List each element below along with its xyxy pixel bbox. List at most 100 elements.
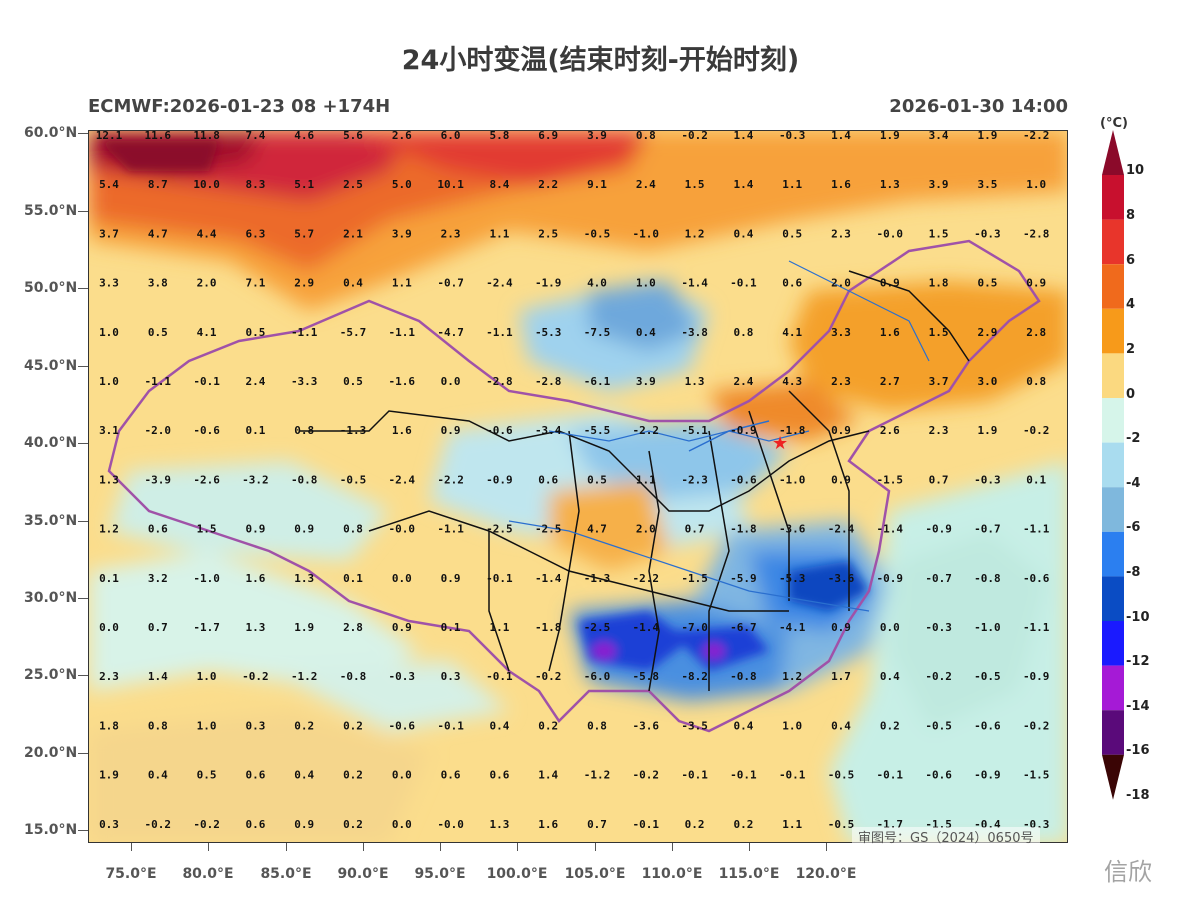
grid-value: 1.1	[489, 227, 509, 240]
grid-value: -3.6	[779, 523, 806, 536]
grid-value: 0.8	[1026, 375, 1046, 388]
model-run-label: ECMWF:2026-01-23 08 +174H	[88, 96, 391, 117]
grid-value: 0.9	[441, 424, 461, 437]
grid-value: -0.3	[974, 227, 1001, 240]
grid-value: 1.6	[831, 178, 851, 191]
grid-value: -0.5	[340, 473, 367, 486]
grid-value: 3.9	[392, 227, 412, 240]
grid-value: -0.7	[974, 523, 1001, 536]
grid-value: -5.3	[535, 326, 562, 339]
grid-value: -0.9	[877, 572, 904, 585]
lat-label: 30.0°N	[24, 590, 78, 606]
grid-value: 0.6	[538, 473, 558, 486]
grid-value: 3.5	[977, 178, 997, 191]
grid-value: -0.1	[486, 670, 513, 683]
grid-value: -1.5	[681, 572, 708, 585]
grid-value: -1.9	[535, 277, 562, 290]
grid-value: 2.6	[880, 424, 900, 437]
grid-value: 1.2	[685, 227, 705, 240]
colorbar-label: -2	[1126, 431, 1141, 446]
grid-value: -0.1	[730, 769, 757, 782]
grid-value: 0.0	[392, 572, 412, 585]
grid-value: 0.6	[245, 769, 265, 782]
grid-value: 11.8	[193, 131, 220, 142]
grid-value: -1.5	[877, 473, 904, 486]
grid-value: -0.3	[779, 131, 806, 142]
grid-value: 2.5	[343, 178, 363, 191]
grid-value: -1.1	[437, 523, 464, 536]
colorbar-label: -10	[1126, 610, 1150, 625]
lon-label: 110.0°E	[641, 866, 703, 882]
grid-value: -3.3	[291, 375, 318, 388]
colorbar-segment	[1102, 531, 1124, 577]
grid-value: 0.7	[148, 621, 168, 634]
colorbar-unit: (°C)	[1100, 116, 1128, 131]
grid-value: 3.9	[587, 131, 607, 142]
grid-value: -0.0	[437, 818, 464, 831]
grid-value: 0.9	[831, 621, 851, 634]
capital-star-icon: ★	[772, 433, 788, 454]
grid-value: 1.2	[99, 523, 119, 536]
grid-value: 1.0	[782, 719, 802, 732]
grid-value: -0.8	[291, 473, 318, 486]
grid-value: 0.3	[441, 670, 461, 683]
grid-value: -0.5	[828, 769, 855, 782]
grid-value: -1.8	[730, 523, 757, 536]
grid-value: -2.5	[486, 523, 513, 536]
grid-value: 1.4	[538, 769, 558, 782]
lon-label: 90.0°E	[337, 866, 389, 882]
grid-value: 3.7	[929, 375, 949, 388]
grid-value: -0.2	[633, 769, 660, 782]
grid-value: 2.0	[636, 523, 656, 536]
grid-value: 1.0	[99, 326, 119, 339]
grid-value: -2.4	[828, 523, 855, 536]
grid-value: 0.5	[343, 375, 363, 388]
grid-value: 3.2	[148, 572, 168, 585]
grid-value: -1.1	[1023, 621, 1050, 634]
grid-value: 7.4	[245, 131, 265, 142]
grid-value: 9.1	[587, 178, 607, 191]
grid-value: 1.1	[489, 621, 509, 634]
grid-value: 1.6	[245, 572, 265, 585]
lat-label: 45.0°N	[24, 358, 78, 374]
colorbar-label: 10	[1126, 163, 1145, 178]
grid-value: -5.8	[633, 670, 660, 683]
grid-value: 0.8	[294, 424, 314, 437]
grid-value: -2.2	[633, 424, 660, 437]
grid-value: 4.4	[197, 227, 217, 240]
grid-value: 6.9	[538, 131, 558, 142]
grid-value: 6.3	[245, 227, 265, 240]
grid-value: 2.9	[294, 277, 314, 290]
grid-value: 2.8	[343, 621, 363, 634]
grid-value: 1.3	[99, 473, 119, 486]
grid-value: -2.4	[389, 473, 416, 486]
grid-value: 0.4	[148, 769, 168, 782]
grid-value: 0.2	[343, 818, 363, 831]
grid-value: 4.6	[294, 131, 314, 142]
lat-label: 20.0°N	[24, 745, 78, 761]
grid-value: 4.3	[782, 375, 802, 388]
grid-value: 2.7	[880, 375, 900, 388]
grid-value: 0.8	[733, 326, 753, 339]
grid-value: 8.3	[245, 178, 265, 191]
lon-label: 95.0°E	[414, 866, 466, 882]
lon-label: 100.0°E	[486, 866, 548, 882]
grid-value: 0.0	[99, 621, 119, 634]
grid-value: 0.6	[245, 818, 265, 831]
grid-value: 0.2	[685, 818, 705, 831]
grid-value: -0.2	[681, 131, 708, 142]
grid-value: -0.5	[974, 670, 1001, 683]
lon-label: 120.0°E	[795, 866, 857, 882]
grid-value: 0.6	[148, 523, 168, 536]
temperature-change-map: ★ 12.1 11.6 11.8 7.4 4.6 5.6 2.6 6.0 5.8 6.9 3.9 0.…	[88, 130, 1068, 843]
grid-value: 1.4	[733, 131, 753, 142]
grid-value: 1.0	[636, 277, 656, 290]
grid-value: -0.6	[974, 719, 1001, 732]
lon-label: 75.0°E	[105, 866, 157, 882]
grid-value: -1.4	[633, 621, 660, 634]
grid-value: 0.7	[587, 818, 607, 831]
grid-value: -0.2	[242, 670, 269, 683]
grid-value: -2.6	[193, 473, 220, 486]
grid-value: -0.2	[1023, 424, 1049, 437]
grid-value: 0.3	[245, 719, 265, 732]
